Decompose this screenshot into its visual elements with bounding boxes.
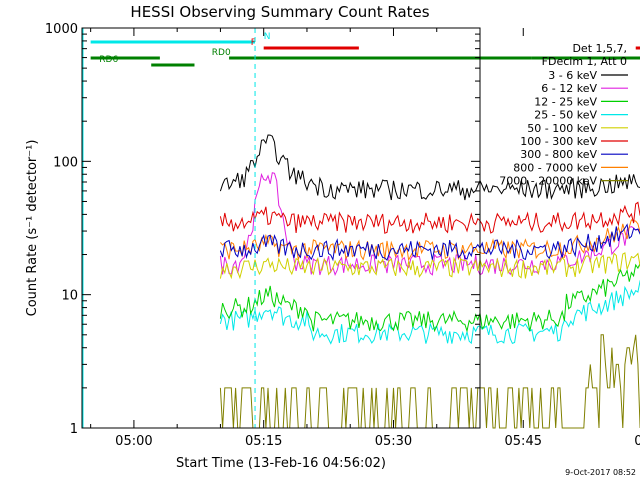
status-bar-segment-n bbox=[90, 40, 256, 44]
legend-entry-label: 3 - 6 keV bbox=[548, 69, 597, 82]
series-line-50-100-kev bbox=[219, 252, 640, 280]
chart-title: HESSI Observing Summary Count Rates bbox=[130, 3, 429, 21]
x-axis-label: Start Time (13-Feb-16 04:56:02) bbox=[176, 456, 386, 471]
legend-entry-label: 7000 - 20000 keV bbox=[499, 175, 597, 188]
series-line-12-25-kev bbox=[219, 262, 640, 333]
status-bars-group: NF RD0 RD6 bbox=[90, 32, 640, 67]
y-tick-label: 1 bbox=[70, 422, 78, 437]
legend-entry-label: 6 - 12 keV bbox=[541, 82, 597, 95]
legend-entry-label: 800 - 7000 keV bbox=[513, 161, 597, 174]
status-bar-segment-f bbox=[263, 46, 359, 50]
data-series-group bbox=[219, 134, 640, 429]
x-tick-label: 05:00 bbox=[115, 434, 152, 449]
status-bar-label-f: F bbox=[251, 38, 256, 48]
series-line-3-6-kev bbox=[219, 134, 640, 201]
y-tick-label: 10 bbox=[61, 289, 78, 304]
x-tick-label: 05:30 bbox=[375, 434, 412, 449]
series-line-100-300-kev bbox=[219, 201, 640, 234]
status-bar-label-rd0: RD0 bbox=[212, 48, 231, 58]
status-bar-segment-rd6 bbox=[151, 63, 195, 67]
x-tick-label: 05:15 bbox=[245, 434, 282, 449]
x-tick-label: 05:45 bbox=[505, 434, 542, 449]
legend-entry-label: 12 - 25 keV bbox=[534, 95, 597, 108]
status-bar-segment-f bbox=[635, 46, 640, 50]
legend-entry-label: 25 - 50 keV bbox=[534, 109, 597, 122]
date-stamp: 9-Oct-2017 08:52 bbox=[565, 468, 636, 477]
y-axis: 1 10 100 1000 bbox=[45, 22, 480, 437]
series-line-25-50-kev bbox=[219, 280, 640, 345]
status-bar-label-rd6: RD6 bbox=[99, 55, 118, 65]
y-tick-label: 100 bbox=[53, 155, 78, 170]
y-tick-label: 1000 bbox=[45, 22, 78, 37]
plot-frame bbox=[81, 27, 481, 429]
series-line-300-800-kev bbox=[219, 223, 640, 262]
legend-header-line-2: FDecim 1, Att 0 bbox=[542, 55, 627, 68]
legend-entry-label: 100 - 300 keV bbox=[520, 135, 597, 148]
status-bar-segment-rd0 bbox=[531, 56, 640, 60]
series-line-7000-20000-kev bbox=[219, 334, 640, 429]
legend-entry-label: 50 - 100 keV bbox=[527, 122, 597, 135]
legend-header-line-1: Det 1,5,7, bbox=[572, 42, 627, 55]
y-axis-label: Count Rate (s⁻¹ detector⁻¹) bbox=[25, 140, 40, 317]
x-tick-label: 06:00 bbox=[634, 434, 640, 449]
status-bar-segment-rd0 bbox=[229, 56, 532, 60]
status-bar-segment-rd0 bbox=[90, 56, 160, 60]
boundary-lines-group bbox=[82, 28, 256, 428]
legend-entry-label: 300 - 800 keV bbox=[520, 148, 597, 161]
status-bar-label-n: N bbox=[264, 32, 271, 42]
